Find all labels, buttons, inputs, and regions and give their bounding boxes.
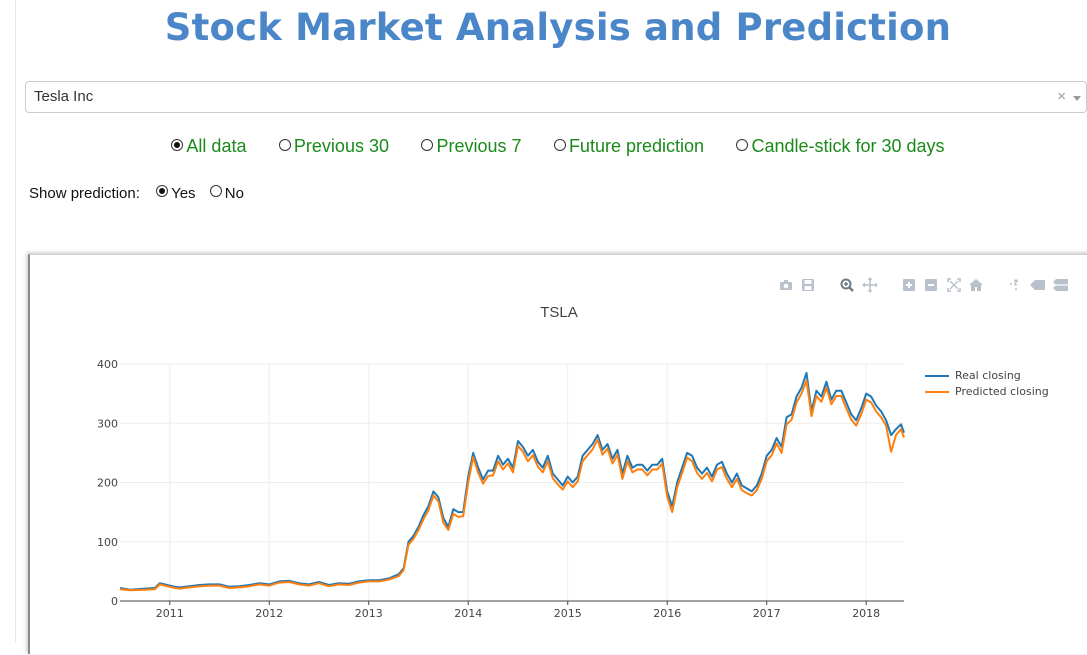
radio-button[interactable] — [421, 139, 434, 151]
radio-previous-7[interactable]: Previous 7 — [421, 136, 521, 157]
legend-swatch — [925, 375, 949, 377]
radio-previous-30[interactable]: Previous 30 — [278, 136, 389, 157]
x-tick-label: 2018 — [852, 607, 880, 620]
radio-button[interactable] — [553, 139, 566, 151]
y-tick-label: 100 — [97, 536, 118, 549]
pan-icon[interactable] — [861, 277, 878, 293]
prediction-toggle: Show prediction: Yes No — [29, 185, 254, 202]
radio-all-data[interactable]: All data — [171, 136, 246, 157]
radio-prediction-yes[interactable]: Yes — [156, 185, 196, 202]
radio-label: No — [224, 185, 244, 202]
page-title: Stock Market Analysis and Prediction — [164, 6, 952, 49]
predicted-closing-line — [119, 379, 905, 592]
camera-icon[interactable] — [778, 277, 794, 293]
legend-label: Predicted closing — [955, 385, 1049, 398]
radio-button[interactable] — [278, 139, 291, 151]
legend-item-predicted-closing[interactable]: Predicted closing — [925, 384, 1049, 400]
autoscale-icon[interactable] — [946, 277, 962, 293]
radio-candle-stick[interactable]: Candle-stick for 30 days — [736, 136, 945, 157]
radio-button[interactable] — [156, 185, 169, 197]
reset-axes-icon[interactable] — [968, 277, 984, 293]
y-tick-label: 200 — [97, 477, 118, 490]
save-icon[interactable] — [800, 277, 816, 293]
stock-chart[interactable]: 0 100 200 300 400 2011 2012 2013 2014 2015 2016 201… — [30, 255, 1087, 655]
chart-title: TSLA — [540, 304, 578, 321]
hover-compare-icon[interactable] — [1051, 277, 1068, 293]
radio-button[interactable] — [209, 185, 222, 197]
legend-swatch — [925, 391, 949, 393]
chart-legend: Real closing Predicted closing — [925, 368, 1049, 400]
chart-modebar — [778, 277, 1087, 293]
y-tick-label: 300 — [97, 417, 118, 430]
x-tick-label: 2014 — [454, 607, 482, 620]
stock-dropdown[interactable]: Tesla Inc × — [25, 81, 1087, 113]
radio-prediction-no[interactable]: No — [209, 185, 244, 202]
zoom-in-icon[interactable] — [901, 277, 917, 293]
page-divider — [15, 0, 16, 643]
x-tick-label: 2012 — [255, 607, 283, 620]
prediction-toggle-label: Show prediction: — [29, 185, 140, 202]
zoom-out-icon[interactable] — [923, 277, 939, 293]
x-tick-label: 2017 — [753, 607, 781, 620]
x-tick-label: 2016 — [653, 607, 681, 620]
radio-label: Previous 30 — [293, 136, 389, 156]
view-radio-group: All data Previous 30 Previous 7 Future p… — [0, 136, 1087, 157]
chart-container: TSLA 0 100 200 300 400 2011 2012 2013 2014 2015 20… — [28, 254, 1087, 654]
radio-button[interactable] — [736, 139, 749, 151]
x-tick-label: 2013 — [355, 607, 383, 620]
radio-future-prediction[interactable]: Future prediction — [553, 136, 705, 157]
y-tick-label: 0 — [111, 595, 118, 608]
radio-label: Candle-stick for 30 days — [751, 136, 945, 156]
x-tick-label: 2011 — [156, 607, 184, 620]
legend-label: Real closing — [955, 369, 1021, 382]
real-closing-line — [119, 371, 905, 591]
x-tick-label: 2015 — [554, 607, 582, 620]
legend-item-real-closing[interactable]: Real closing — [925, 368, 1049, 384]
stock-dropdown-value: Tesla Inc — [34, 88, 94, 105]
zoom-icon[interactable] — [839, 277, 855, 293]
radio-label: Future prediction — [568, 136, 705, 156]
hover-closest-icon[interactable] — [1029, 277, 1046, 293]
clear-icon[interactable]: × — [1057, 88, 1066, 105]
radio-label: Yes — [171, 185, 196, 202]
spike-lines-icon[interactable] — [1007, 277, 1023, 293]
radio-button[interactable] — [171, 139, 184, 151]
radio-label: All data — [186, 136, 247, 156]
y-tick-label: 400 — [97, 358, 118, 371]
radio-label: Previous 7 — [436, 136, 522, 156]
chevron-down-icon[interactable] — [1073, 96, 1081, 101]
